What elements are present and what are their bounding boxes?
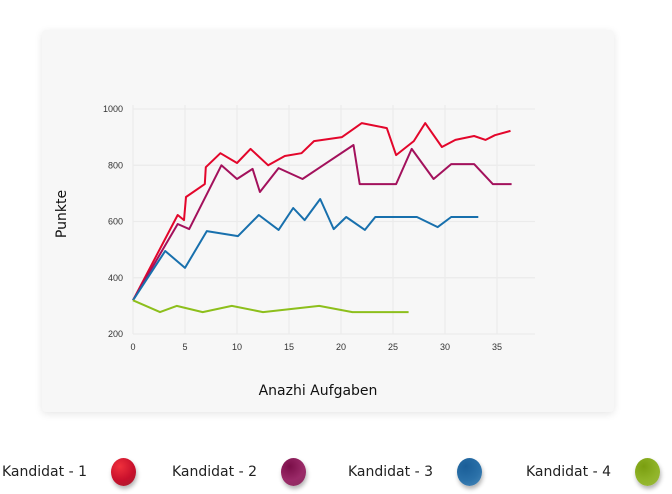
legend: Kandidat - 1 Kandidat - 2 Kandidat - 3 K… [0,454,672,490]
legend-marker-icon [280,458,306,486]
x-tick-label: 20 [336,342,346,352]
y-tick-label: 800 [108,160,123,170]
legend-label: Kandidat - 1 [2,464,87,480]
series-line-2 [132,144,512,301]
x-tick-label: 30 [440,342,450,352]
x-tick-label: 5 [182,342,187,352]
legend-label: Kandidat - 4 [526,464,611,480]
legend-label: Kandidat - 3 [348,464,433,480]
legend-item-3[interactable]: Kandidat - 3 [348,454,482,490]
x-axis-label: Anazhi Aufgaben [259,383,378,399]
y-axis-label: Punkte [54,190,70,238]
y-tick-label: 400 [108,273,123,283]
x-tick-label: 25 [388,342,398,352]
y-tick-label: 600 [108,217,123,227]
y-tick-label: 200 [108,329,123,339]
legend-marker-icon [110,458,136,486]
x-tick-label: 10 [232,342,242,352]
x-tick-label: 15 [284,342,294,352]
series-line-4 [132,299,409,314]
series-line-3 [132,198,479,301]
legend-item-4[interactable]: Kandidat - 4 [526,454,660,490]
x-tick-label: 0 [130,342,135,352]
legend-marker-icon [456,458,482,486]
series-line-1 [132,122,511,301]
x-tick-label: 35 [492,342,502,352]
legend-marker-icon [634,458,660,486]
legend-label: Kandidat - 2 [172,464,257,480]
y-tick-label: 1000 [103,104,123,114]
legend-item-1[interactable]: Kandidat - 1 [2,454,136,490]
legend-item-2[interactable]: Kandidat - 2 [172,454,306,490]
